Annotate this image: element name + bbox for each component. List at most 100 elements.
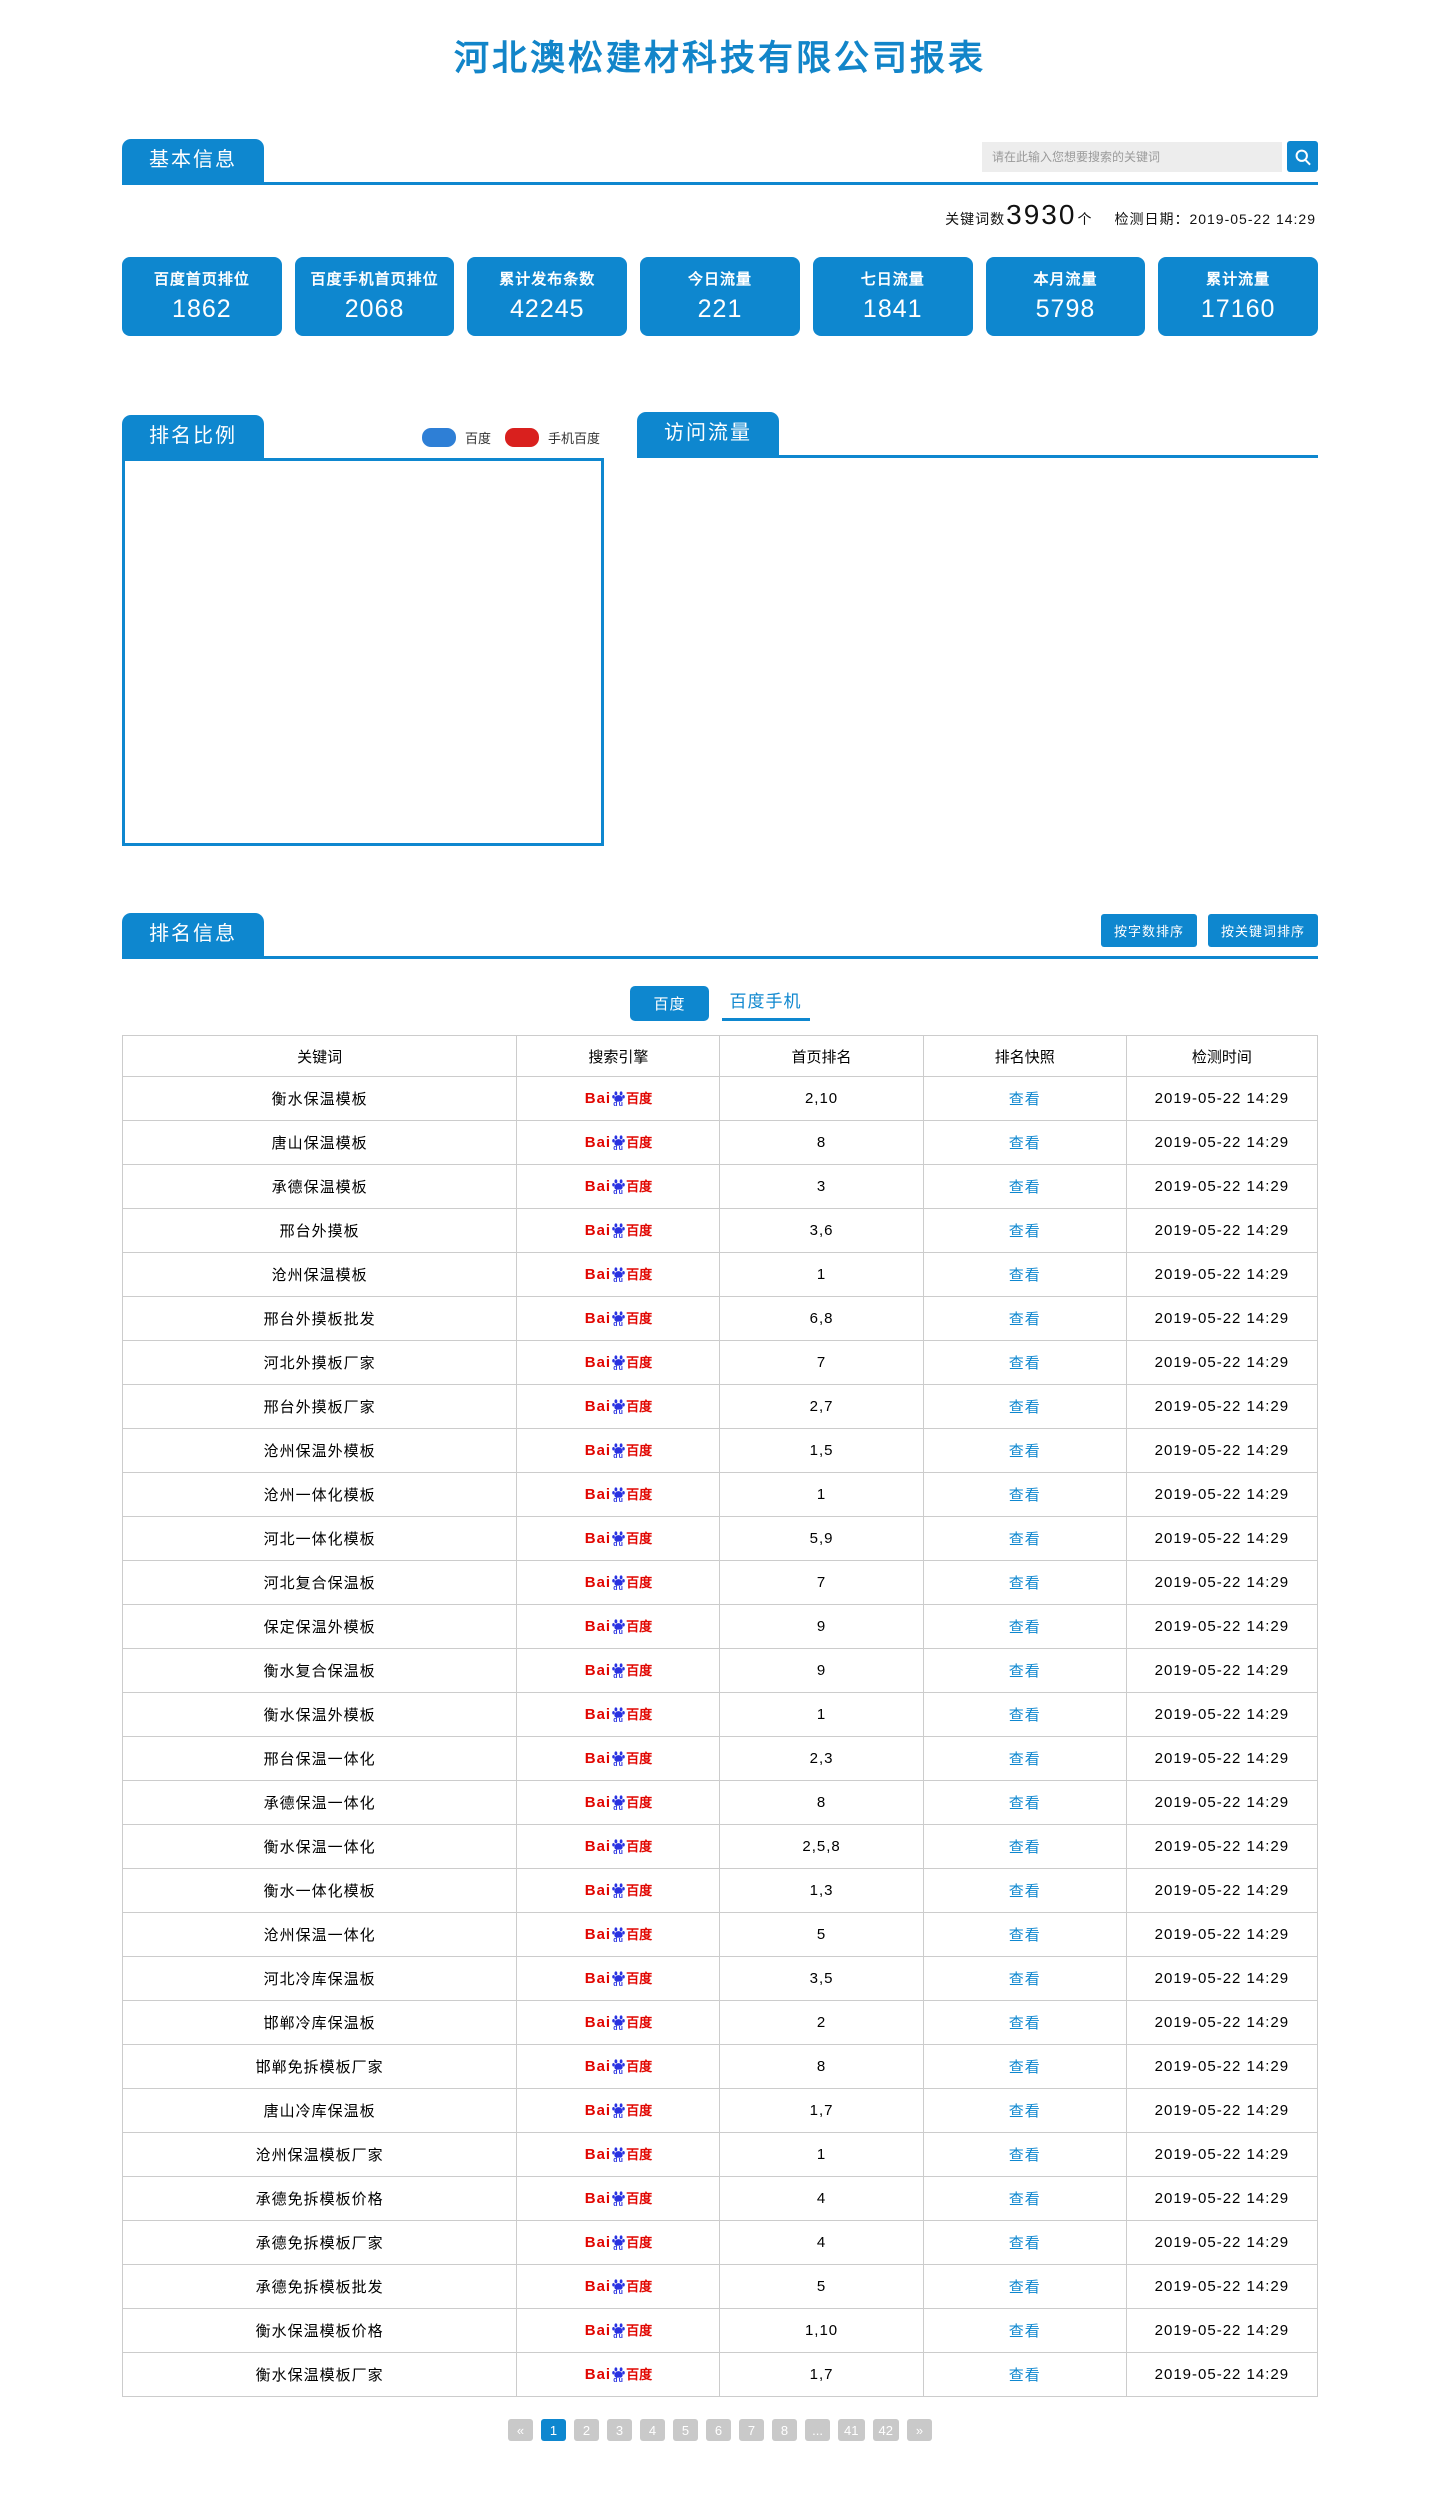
page-button[interactable]: 7 <box>739 2419 765 2441</box>
view-link[interactable]: 查看 <box>1008 1267 1041 1284</box>
view-link[interactable]: 查看 <box>1008 1619 1041 1636</box>
baidu-paw-icon <box>612 1618 625 1631</box>
view-link[interactable]: 查看 <box>1008 2015 1041 2032</box>
keyword-cell: 衡水一体化模板 <box>121 1868 518 1913</box>
snapshot-cell: 查看 <box>922 1824 1127 1869</box>
baidu-logo-cn: 百度 <box>626 1795 653 1810</box>
stat-card-value: 1841 <box>862 295 923 323</box>
engine-cell: Bai du 百度 <box>516 2220 721 2265</box>
view-link[interactable]: 查看 <box>1008 2235 1041 2252</box>
baidu-logo-cn: 百度 <box>626 1091 653 1106</box>
sort-button[interactable]: 按字数排序 <box>1100 914 1197 947</box>
baidu-logo-cn: 百度 <box>626 1267 653 1282</box>
baidu-logo-latin: Bai <box>584 1618 612 1635</box>
view-link[interactable]: 查看 <box>1008 1971 1041 1988</box>
view-link[interactable]: 查看 <box>1008 2279 1041 2296</box>
baidu-logo-latin: Bai <box>584 1530 612 1547</box>
view-link[interactable]: 查看 <box>1008 2367 1041 2384</box>
charts-row: 排名比例 百度 手机百度 访问流量 <box>122 412 1318 846</box>
view-link[interactable]: 查看 <box>1008 1399 1041 1416</box>
view-link[interactable]: 查看 <box>1008 1927 1041 1944</box>
view-link[interactable]: 查看 <box>1008 1091 1041 1108</box>
view-link[interactable]: 查看 <box>1008 1663 1041 1680</box>
view-link[interactable]: 查看 <box>1008 1883 1041 1900</box>
ranking-info-section-tab: 排名信息 <box>122 913 264 956</box>
baidu-logo: Bai du 百度 <box>585 2146 652 2164</box>
tab-baidu[interactable]: 百度 <box>630 986 709 1021</box>
view-link[interactable]: 查看 <box>1008 1135 1041 1152</box>
baidu-logo: Bai du 百度 <box>585 1442 652 1460</box>
baidu-logo-latin: Bai <box>584 2322 612 2339</box>
page-button[interactable]: 3 <box>607 2419 633 2441</box>
baidu-logo-du: du <box>613 1936 624 1944</box>
view-link[interactable]: 查看 <box>1008 1179 1041 1196</box>
baidu-paw-icon <box>612 2278 625 2291</box>
baidu-logo-du: du <box>613 1452 624 1460</box>
engine-cell: Bai du 百度 <box>516 1648 721 1693</box>
table-row: 保定保温外模板 Bai du 百度 <box>121 1604 1319 1649</box>
baidu-logo: Bai du 百度 <box>585 2102 652 2120</box>
baidu-logo: Bai du 百度 <box>585 1178 652 1196</box>
sort-button[interactable]: 按关键词排序 <box>1207 914 1318 947</box>
engine-cell: Bai du 百度 <box>516 1472 721 1517</box>
snapshot-cell: 查看 <box>922 1692 1127 1737</box>
view-link[interactable]: 查看 <box>1008 1839 1041 1856</box>
view-link[interactable]: 查看 <box>1008 1443 1041 1460</box>
page-button[interactable]: 4 <box>640 2419 666 2441</box>
stat-card-label: 累计发布条数 <box>499 271 596 288</box>
view-link[interactable]: 查看 <box>1008 1355 1041 1372</box>
snapshot-cell: 查看 <box>922 1208 1127 1253</box>
page-button[interactable]: 2 <box>574 2419 600 2441</box>
view-link[interactable]: 查看 <box>1008 2059 1041 2076</box>
snapshot-cell: 查看 <box>922 1560 1127 1605</box>
view-link[interactable]: 查看 <box>1008 1311 1041 1328</box>
view-link[interactable]: 查看 <box>1008 1575 1041 1592</box>
view-link[interactable]: 查看 <box>1008 1751 1041 1768</box>
rank-cell: 1,10 <box>719 2308 924 2353</box>
page-button[interactable]: 1 <box>541 2419 567 2441</box>
page-button[interactable]: 42 <box>872 2419 899 2441</box>
engine-cell: Bai du 百度 <box>516 2264 721 2309</box>
rank-cell: 1 <box>719 1472 924 1517</box>
page-button[interactable]: 8 <box>772 2419 798 2441</box>
baidu-paw-icon <box>612 1530 625 1543</box>
search-button[interactable] <box>1287 141 1318 172</box>
snapshot-cell: 查看 <box>922 1120 1127 1165</box>
snapshot-cell: 查看 <box>922 1472 1127 1517</box>
view-link[interactable]: 查看 <box>1008 2191 1041 2208</box>
page-button[interactable]: 5 <box>673 2419 699 2441</box>
engine-cell: Bai du 百度 <box>516 2044 721 2089</box>
page-button[interactable]: ... <box>805 2419 831 2441</box>
engine-cell: Bai du 百度 <box>516 1912 721 1957</box>
page-button[interactable]: 6 <box>706 2419 732 2441</box>
baidu-logo-latin: Bai <box>584 1750 612 1767</box>
keyword-stats-line: 关键词数 3930 个 检测日期： 2019-05-22 14:29 <box>122 199 1316 231</box>
view-link[interactable]: 查看 <box>1008 1795 1041 1812</box>
baidu-logo: Bai du 百度 <box>585 1266 652 1284</box>
view-link[interactable]: 查看 <box>1008 2103 1041 2120</box>
page-button[interactable]: « <box>508 2419 534 2441</box>
tab-baidu-mobile[interactable]: 百度手机 <box>721 983 810 1021</box>
time-cell: 2019-05-22 14:29 <box>1125 1824 1319 1869</box>
view-link[interactable]: 查看 <box>1008 1487 1041 1504</box>
view-link[interactable]: 查看 <box>1008 1707 1041 1724</box>
baidu-logo-du: du <box>613 2244 624 2252</box>
view-link[interactable]: 查看 <box>1008 1531 1041 1548</box>
search-input[interactable] <box>982 141 1282 172</box>
keyword-cell: 邯郸免拆模板厂家 <box>121 2044 518 2089</box>
view-link[interactable]: 查看 <box>1008 1223 1041 1240</box>
table-row: 邯郸免拆模板厂家 Bai du 百度 <box>121 2044 1319 2089</box>
snapshot-cell: 查看 <box>922 1296 1127 1341</box>
view-link[interactable]: 查看 <box>1008 2323 1041 2340</box>
baidu-logo-du: du <box>613 2068 624 2076</box>
baidu-logo-du: du <box>613 1232 624 1240</box>
engine-cell: Bai du 百度 <box>516 1824 721 1869</box>
legend-item: 百度 <box>421 428 491 447</box>
time-cell: 2019-05-22 14:29 <box>1125 1692 1319 1737</box>
time-cell: 2019-05-22 14:29 <box>1125 1076 1319 1121</box>
page-button[interactable]: » <box>906 2419 932 2441</box>
baidu-logo-cn: 百度 <box>626 2279 653 2294</box>
view-link[interactable]: 查看 <box>1008 2147 1041 2164</box>
baidu-logo-cn: 百度 <box>626 1751 653 1766</box>
page-button[interactable]: 41 <box>838 2419 865 2441</box>
